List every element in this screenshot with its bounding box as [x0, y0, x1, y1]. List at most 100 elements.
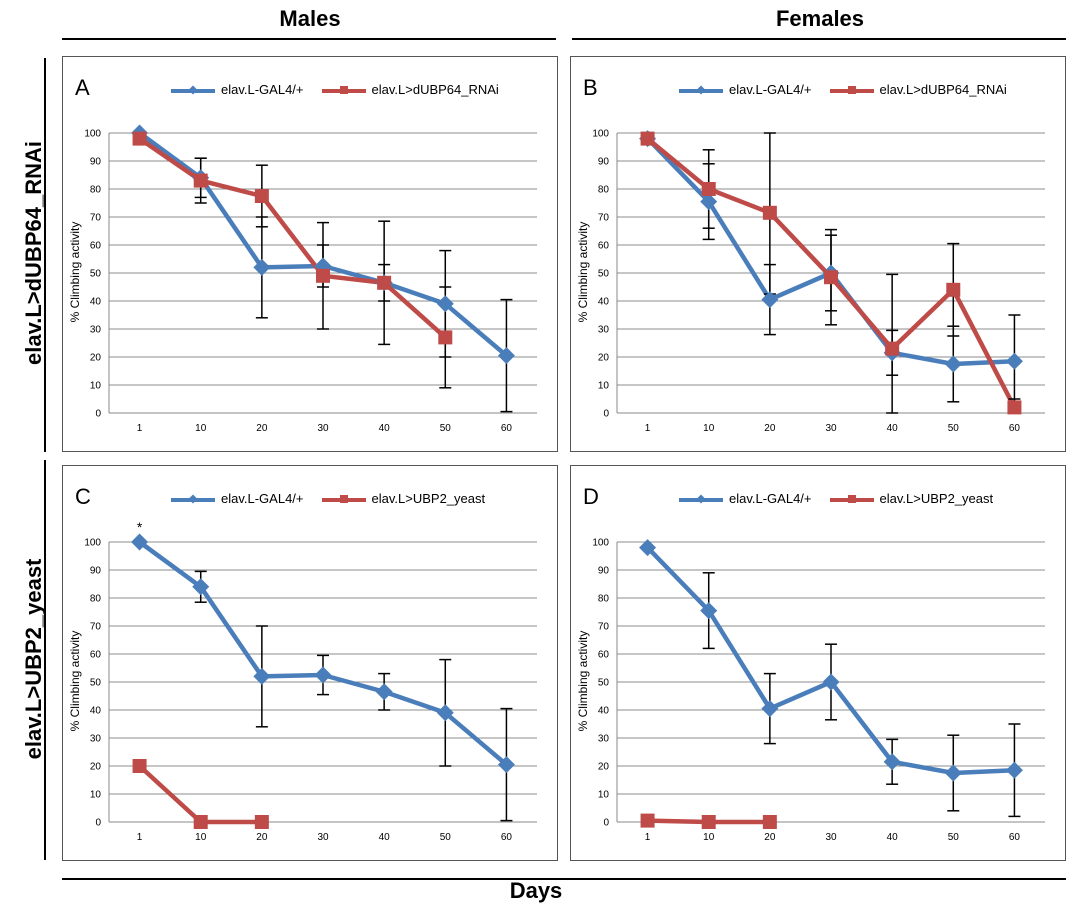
y-tick-label: 50: [90, 678, 102, 689]
y-tick-label: 60: [90, 241, 102, 252]
legend-label: elav.L>dUBP64_RNAi: [371, 82, 499, 98]
x-tick-label: 40: [887, 423, 899, 434]
y-tick-label: 70: [90, 213, 102, 224]
data-point: [1007, 400, 1022, 415]
panel-letter: D: [583, 484, 599, 509]
diamond-marker-icon: [188, 494, 198, 504]
x-tick-label: 1: [137, 832, 143, 843]
legend-swatch: [171, 85, 215, 95]
panel-letter: C: [75, 484, 91, 509]
data-point: [193, 173, 208, 188]
data-point: [253, 258, 271, 276]
legend-item: elav.L-GAL4/+: [679, 82, 812, 97]
row2-divider: [44, 460, 46, 860]
y-tick-label: 50: [90, 269, 102, 280]
data-point: [761, 291, 779, 309]
y-tick-label: 40: [598, 706, 610, 717]
y-axis-title: % Climbing activity: [68, 221, 82, 323]
data-point: [700, 193, 718, 211]
y-axis-title: % Climbing activity: [576, 221, 590, 323]
x-tick-label: 50: [440, 423, 452, 434]
row-title-dubp64: elav.L>dUBP64_RNAi: [21, 141, 46, 365]
y-tick-label: 90: [90, 157, 102, 168]
data-point: [132, 131, 147, 146]
y-tick-label: 80: [90, 185, 102, 196]
data-point: [314, 666, 332, 684]
diamond-marker-icon: [696, 85, 706, 95]
y-tick-label: 100: [592, 538, 609, 549]
data-point: [701, 182, 716, 196]
legend-item: elav.L>dUBP64_RNAi: [321, 82, 499, 98]
y-tick-label: 10: [90, 790, 102, 801]
y-tick-label: 60: [598, 241, 610, 252]
diamond-marker-icon: [188, 85, 198, 95]
y-tick-label: 30: [90, 734, 102, 745]
data-point: [822, 673, 840, 691]
y-tick-label: 100: [592, 129, 609, 140]
series-line: [138, 136, 447, 340]
y-tick-label: 100: [84, 538, 101, 549]
data-point: [762, 205, 777, 220]
data-point: [316, 268, 330, 283]
x-tick-label: 20: [256, 832, 268, 843]
legend: elav.L-GAL4/+ elav.L>dUBP64_RNAi: [679, 81, 1025, 97]
y-tick-label: 90: [598, 566, 610, 577]
diamond-marker-icon: [696, 494, 706, 504]
y-tick-label: 90: [598, 157, 610, 168]
y-tick-label: 60: [90, 650, 102, 661]
y-tick-label: 30: [90, 325, 102, 336]
data-point: [192, 578, 210, 596]
x-tick-label: 10: [703, 423, 715, 434]
data-point: [944, 764, 962, 782]
data-point: [946, 282, 961, 297]
x-tick-label: 10: [703, 832, 715, 843]
data-point: [640, 813, 655, 828]
column-title-females: Females: [775, 6, 865, 31]
data-point: [436, 704, 454, 722]
x-tick-label: 40: [379, 832, 391, 843]
x-tick-label: 30: [317, 832, 329, 843]
legend-item: elav.L>dUBP64_RNAi: [829, 82, 1007, 97]
x-tick-label: 40: [379, 423, 391, 434]
data-point: [885, 341, 900, 356]
y-tick-label: 60: [598, 650, 610, 661]
data-point: [375, 683, 393, 701]
x-tick-label: 10: [195, 423, 207, 434]
y-tick-label: 80: [598, 185, 610, 196]
x-tick-label: 1: [137, 423, 143, 434]
legend-swatch: [321, 494, 366, 503]
y-tick-label: 30: [598, 734, 610, 745]
legend: elav.L-GAL4/+ elav.L>dUBP64_RNAi: [171, 81, 517, 97]
x-axis-label-days: Days: [509, 878, 563, 903]
y-tick-label: 100: [84, 129, 101, 140]
y-tick-label: 40: [90, 706, 102, 717]
x-tick-label: 20: [764, 832, 776, 843]
data-point: [883, 753, 901, 771]
data-point: [254, 815, 269, 829]
x-tick-label: 60: [501, 832, 513, 843]
bottom-divider: [62, 878, 1066, 880]
y-tick-label: 20: [90, 762, 102, 773]
x-tick-label: 60: [1009, 423, 1021, 434]
data-point: [761, 700, 779, 718]
data-point: [497, 347, 515, 365]
y-tick-label: 20: [598, 762, 610, 773]
data-point: [1005, 352, 1023, 370]
legend: elav.L-GAL4/+ elav.L>UBP2_yeast: [679, 490, 1011, 506]
y-tick-label: 70: [90, 622, 102, 633]
square-marker-icon: [339, 494, 348, 503]
data-point: [700, 602, 718, 620]
x-tick-label: 1: [645, 423, 651, 434]
legend-label: elav.L-GAL4/+: [221, 82, 304, 98]
data-point: [254, 189, 269, 203]
data-point: [438, 330, 453, 345]
y-tick-label: 90: [90, 566, 102, 577]
data-point: [436, 295, 454, 313]
females-divider: [572, 38, 1066, 40]
data-point: [253, 667, 271, 685]
